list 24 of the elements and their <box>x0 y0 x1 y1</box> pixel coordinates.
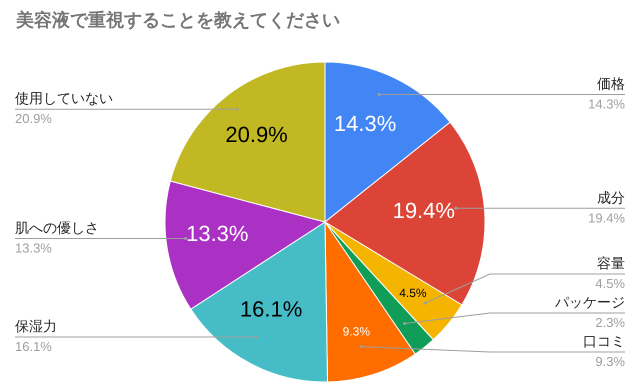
text: 20.9% <box>15 111 52 126</box>
data-label: 16.1% <box>240 296 302 322</box>
slice-label: パッケージ <box>554 294 625 310</box>
text: 14.3% <box>588 96 625 112</box>
text: 4.5% <box>595 276 625 291</box>
data-label: 2.3% <box>595 315 626 330</box>
data-label: 14.3% <box>334 110 396 136</box>
data-label: 4.5% <box>399 286 427 300</box>
text: 19.4% <box>588 210 625 226</box>
slice-label: 口コミ <box>583 333 625 349</box>
text: 13.3% <box>15 240 52 256</box>
slice-label: 成分 <box>597 189 625 206</box>
slice-label: 保湿力 <box>15 318 57 334</box>
data-label: 20.9% <box>225 122 288 148</box>
slice-label: 使用していない <box>15 90 113 106</box>
chart-title: 美容液で重視することを教えてください <box>16 9 340 32</box>
text: 9.3% <box>595 354 625 369</box>
data-label: 13.3% <box>186 220 248 246</box>
slice-label: 肌への優しさ <box>15 219 99 236</box>
text: 16.1% <box>15 339 52 354</box>
data-label: 19.4% <box>392 198 455 223</box>
slice-label: 容量 <box>597 255 625 271</box>
data-label: 9.3% <box>342 324 370 338</box>
slice-label: 価格 <box>597 75 625 92</box>
